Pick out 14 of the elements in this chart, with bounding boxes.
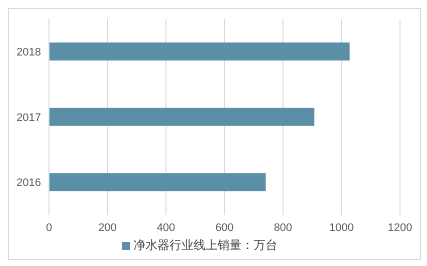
x-tick-label: 0	[46, 222, 52, 234]
legend-label: 净水器行业线上销量：万台	[134, 238, 278, 252]
bar	[49, 173, 266, 192]
x-tick-label: 1200	[388, 222, 412, 234]
y-tick-label: 2016	[16, 177, 41, 190]
x-tick-label: 800	[274, 222, 292, 234]
bar	[49, 42, 350, 61]
x-tick-label: 400	[156, 222, 176, 234]
x-tick-label: 1000	[329, 222, 354, 234]
x-tick-label: 200	[98, 222, 117, 234]
bar	[49, 108, 314, 126]
y-tick-label: 2017	[16, 112, 41, 124]
y-tick-label: 2018	[16, 46, 41, 59]
x-tick-label: 600	[215, 222, 234, 234]
